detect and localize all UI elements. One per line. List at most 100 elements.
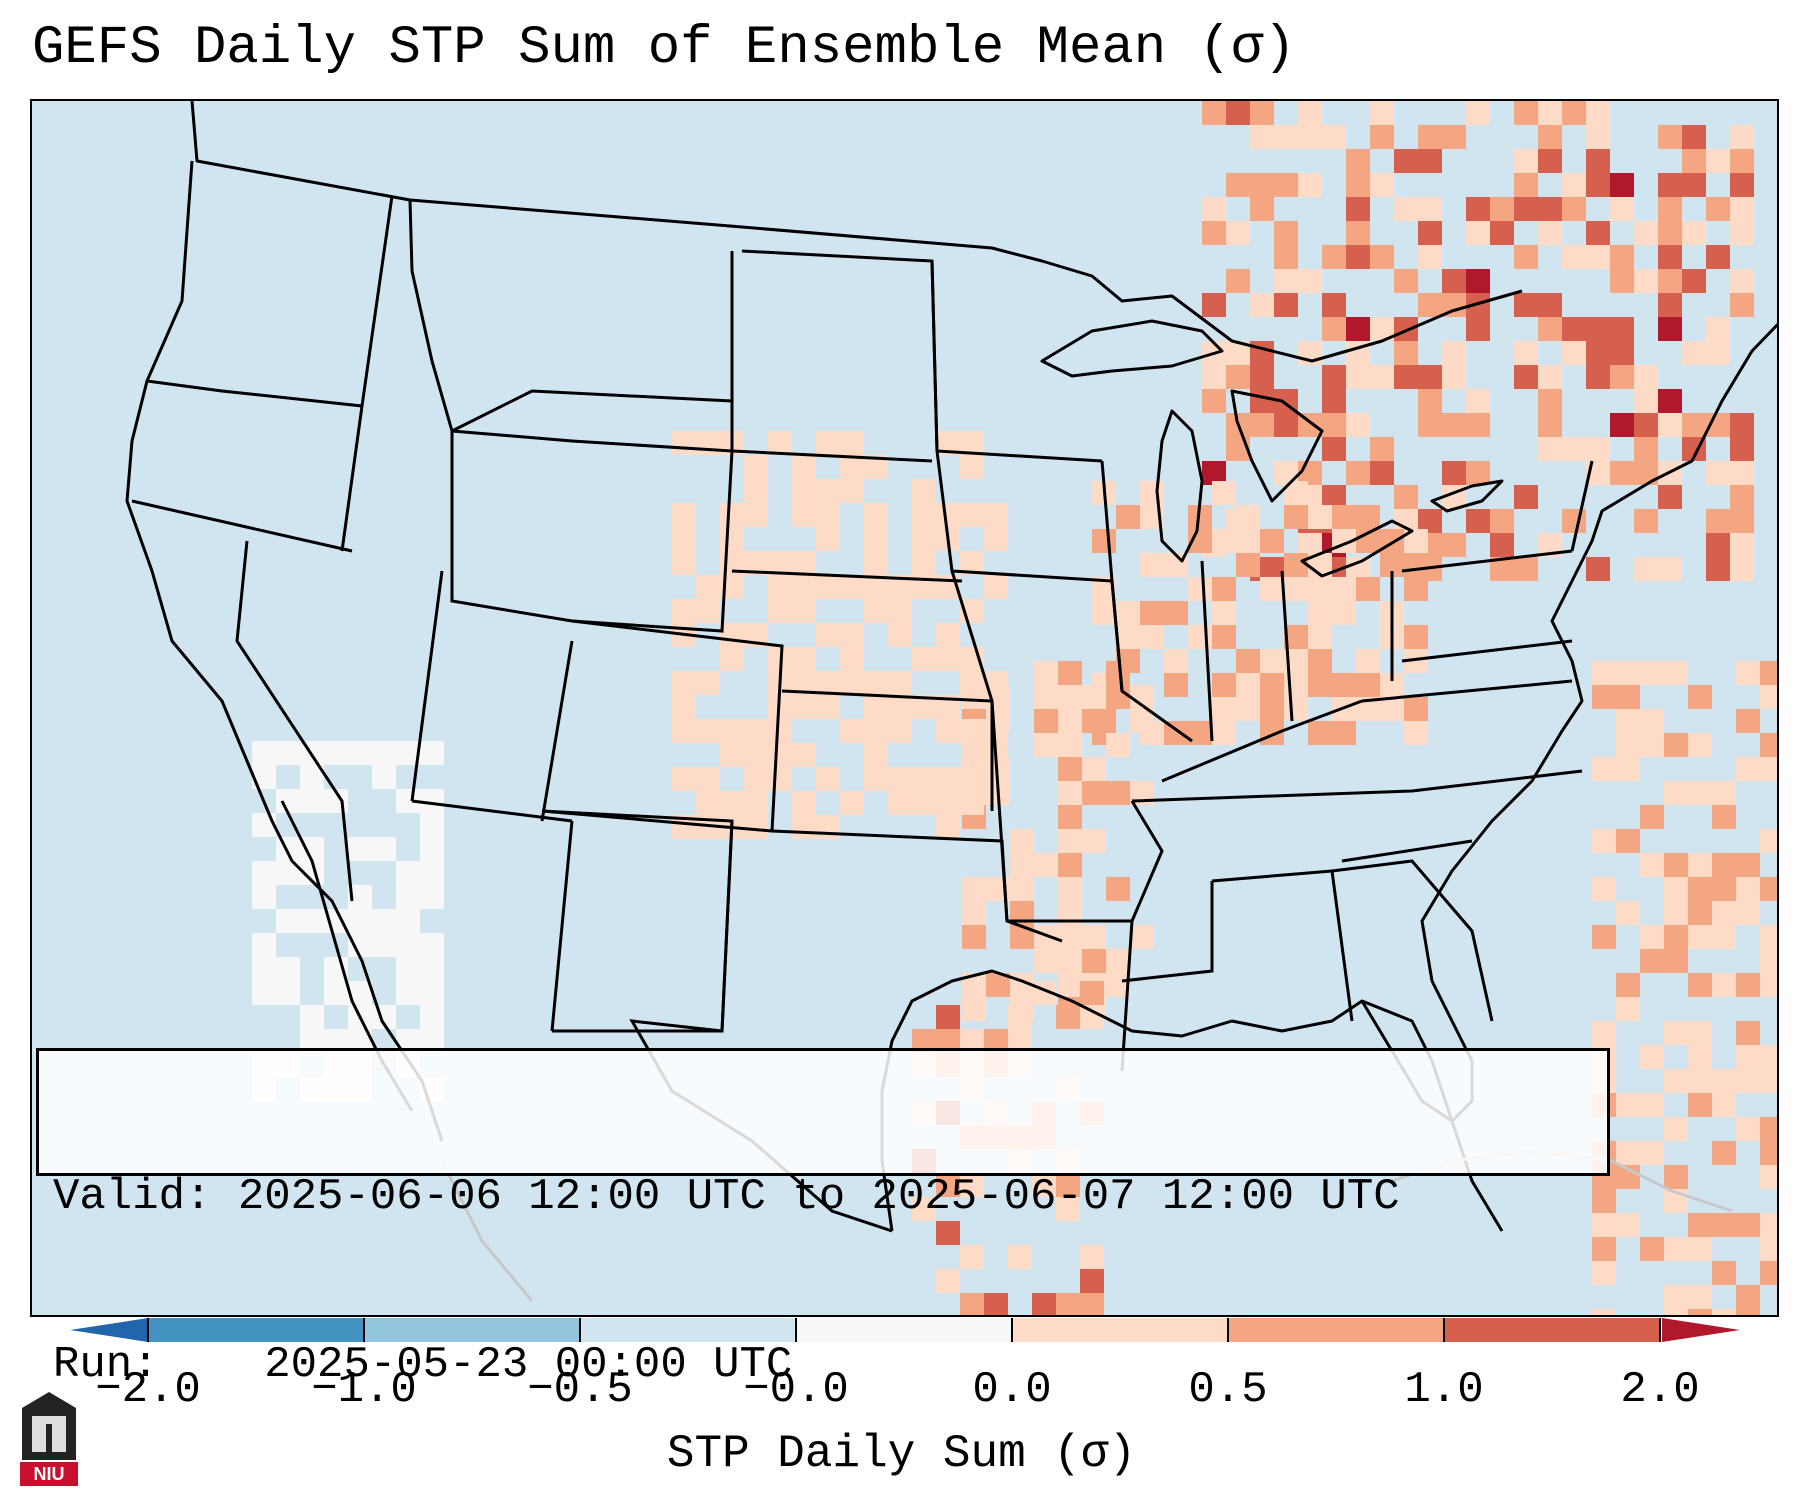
anomaly-cell: [888, 671, 912, 695]
anomaly-cell: [1442, 365, 1466, 389]
anomaly-cell: [744, 815, 768, 839]
anomaly-cell: [1332, 721, 1356, 745]
anomaly-cell: [1322, 437, 1346, 461]
anomaly-cell: [1092, 601, 1116, 625]
anomaly-cell: [1682, 125, 1706, 149]
anomaly-cell: [1730, 197, 1754, 221]
anomaly-cell: [396, 909, 420, 933]
anomaly-cell: [1640, 925, 1664, 949]
anomaly-cell: [888, 623, 912, 647]
mt-border: [451, 389, 733, 433]
anomaly-cell: [1058, 781, 1082, 805]
anomaly-cell: [1056, 1293, 1080, 1315]
anomaly-cell: [420, 981, 444, 1005]
anomaly-cell: [912, 479, 936, 503]
ca-nv-border: [235, 540, 354, 902]
anomaly-cell: [1712, 853, 1736, 877]
anomaly-cell: [1712, 1261, 1736, 1285]
anomaly-cell: [372, 909, 396, 933]
anomaly-cell: [1130, 709, 1154, 733]
ut-co-border: [540, 640, 574, 822]
anomaly-cell: [252, 957, 276, 981]
anomaly-cell: [1664, 877, 1688, 901]
anomaly-cell: [1058, 733, 1082, 757]
anomaly-cell: [1442, 269, 1466, 293]
anomaly-cell: [1080, 1269, 1104, 1293]
anomaly-cell: [768, 575, 792, 599]
anomaly-cell: [1730, 437, 1754, 461]
anomaly-cell: [792, 455, 816, 479]
tick-label-0: −2.0: [95, 1365, 201, 1415]
anomaly-cell: [672, 719, 696, 743]
anomaly-cell: [1106, 661, 1130, 685]
anomaly-cell: [1322, 365, 1346, 389]
anomaly-cell: [1236, 697, 1260, 721]
anomaly-cell: [1562, 245, 1586, 269]
anomaly-cell: [960, 503, 984, 527]
anomaly-cell: [1466, 461, 1490, 485]
anomaly-cell: [1664, 1069, 1688, 1093]
anomaly-cell: [1706, 317, 1730, 341]
colorbar-segments: [148, 1318, 1660, 1342]
anomaly-cell: [1164, 673, 1188, 697]
anomaly-cell: [1736, 661, 1760, 685]
anomaly-cell: [816, 431, 840, 455]
anomaly-cell: [1284, 577, 1308, 601]
wa-or-border: [146, 379, 363, 408]
anomaly-cell: [1236, 529, 1260, 553]
anomaly-cell: [1730, 173, 1754, 197]
anomaly-cell: [1212, 601, 1236, 625]
anomaly-cell: [1466, 389, 1490, 413]
anomaly-cell: [1260, 673, 1284, 697]
anomaly-cell: [1346, 245, 1370, 269]
anomaly-cell: [1260, 577, 1284, 601]
anomaly-cell: [1394, 317, 1418, 341]
anomaly-cell: [1688, 1285, 1712, 1309]
anomaly-cell: [720, 623, 744, 647]
anomaly-cell: [1370, 461, 1394, 485]
anomaly-cell: [792, 647, 816, 671]
anomaly-cell: [1058, 829, 1082, 853]
colorbar-ticks: [147, 1318, 1661, 1342]
anomaly-cell: [1616, 757, 1640, 781]
anomaly-cell: [1370, 101, 1394, 125]
anomaly-cell: [276, 981, 300, 1005]
anomaly-cell: [720, 791, 744, 815]
anomaly-cell: [1640, 1237, 1664, 1261]
anomaly-cell: [1308, 721, 1332, 745]
anomaly-cell: [768, 551, 792, 575]
anomaly-cell: [936, 767, 960, 791]
anomaly-cell: [1106, 949, 1130, 973]
anomaly-cell: [720, 719, 744, 743]
anomaly-cell: [396, 957, 420, 981]
anomaly-cell: [936, 647, 960, 671]
anomaly-cell: [936, 623, 960, 647]
anomaly-cell: [1634, 389, 1658, 413]
anomaly-cell: [1308, 505, 1332, 529]
anomaly-cell: [1634, 221, 1658, 245]
anomaly-cell: [936, 503, 960, 527]
anomaly-cell: [1202, 389, 1226, 413]
anomaly-cell: [1140, 601, 1164, 625]
anomaly-cell: [1586, 221, 1610, 245]
anomaly-cell: [1712, 1213, 1736, 1237]
anomaly-cell: [1490, 509, 1514, 533]
anomaly-cell: [840, 431, 864, 455]
anomaly-cell: [1658, 389, 1682, 413]
anomaly-cell: [888, 719, 912, 743]
anomaly-cell: [1250, 293, 1274, 317]
anomaly-cell: [960, 1173, 984, 1197]
anomaly-cell: [1592, 925, 1616, 949]
anomaly-cell: [1586, 149, 1610, 173]
anomaly-cell: [1056, 1005, 1080, 1029]
colorbar-segment: [796, 1318, 1012, 1342]
anomaly-cell: [1058, 853, 1082, 877]
anomaly-cell: [1706, 557, 1730, 581]
anomaly-cell: [744, 743, 768, 767]
anomaly-cell: [1634, 413, 1658, 437]
anomaly-cell: [1082, 925, 1106, 949]
tick-label-2: −0.5: [527, 1365, 633, 1415]
anomaly-cell: [1616, 661, 1640, 685]
anomaly-cell: [1664, 733, 1688, 757]
anomaly-cell: [792, 743, 816, 767]
